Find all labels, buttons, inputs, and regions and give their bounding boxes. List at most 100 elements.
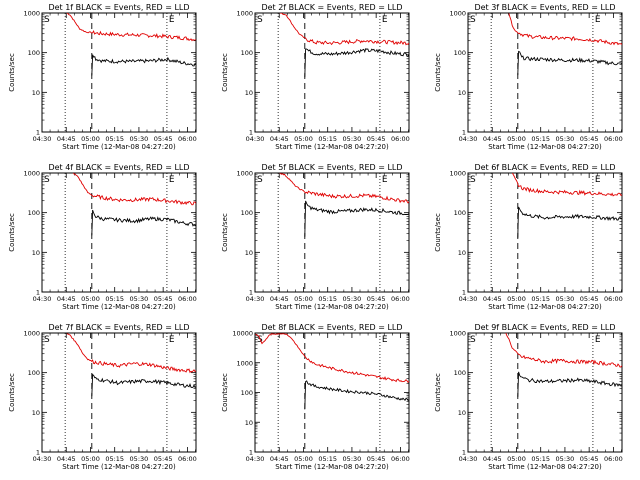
- x-tick-label: 04:30: [246, 135, 265, 143]
- panel-title: Det 4f BLACK = Events, RED = LLD: [48, 163, 189, 172]
- x-tick-label: 06:00: [604, 135, 623, 143]
- x-tick-label: 04:30: [246, 455, 265, 463]
- panel-6: Det 6f BLACK = Events, RED = LLD Counts/s…: [434, 163, 623, 311]
- x-tick-label: 05:30: [556, 455, 575, 463]
- y-tick-label: 1: [36, 129, 40, 137]
- panel-title: Det 7f BLACK = Events, RED = LLD: [48, 323, 189, 332]
- y-tick-label: 100: [454, 49, 466, 57]
- y-tick-label: 100: [28, 209, 40, 217]
- y-tick-label: 10: [245, 249, 253, 257]
- x-tick-label: 06:00: [604, 295, 623, 303]
- series-lld-line: [66, 333, 196, 374]
- plot-frame: [41, 172, 197, 293]
- end-marker: E: [382, 175, 388, 185]
- y-tick-label: 10000: [232, 330, 253, 338]
- x-tick-label: 05:15: [531, 455, 550, 463]
- y-tick-label: 1: [462, 449, 466, 457]
- x-tick-label: 05:30: [130, 295, 149, 303]
- x-tick-label: 05:45: [580, 295, 599, 303]
- x-tick-label: 05:45: [154, 455, 173, 463]
- panel-title: Det 9f BLACK = Events, RED = LLD: [474, 323, 615, 332]
- y-axis-label: Counts/sec: [8, 53, 16, 92]
- x-tick-label: 06:00: [391, 295, 410, 303]
- y-axis-label: Counts/sec: [8, 213, 16, 252]
- series-events-line: [517, 50, 622, 76]
- plot-frame: [467, 12, 623, 133]
- x-tick-label: 05:15: [318, 295, 337, 303]
- x-tick-label: 05:45: [367, 135, 386, 143]
- x-axis-label: Start Time (12-Mar-08 04:27:20): [488, 303, 602, 311]
- series-events-line: [304, 48, 409, 78]
- end-marker: E: [382, 15, 388, 25]
- y-axis-label: Counts/sec: [434, 213, 442, 252]
- panel-title: Det 5f BLACK = Events, RED = LLD: [261, 163, 402, 172]
- plot-frame: [41, 332, 197, 453]
- x-tick-label: 05:00: [507, 135, 526, 143]
- start-marker: S: [470, 335, 476, 345]
- y-tick-label: 1000: [236, 170, 253, 178]
- y-tick-label: 10: [245, 89, 253, 97]
- panel-5: Det 5f BLACK = Events, RED = LLD Counts/s…: [221, 163, 410, 311]
- x-tick-label: 04:30: [459, 455, 478, 463]
- end-marker: E: [595, 15, 601, 25]
- x-tick-label: 06:00: [391, 135, 410, 143]
- x-tick-label: 04:30: [459, 135, 478, 143]
- panel-9: Det 9f BLACK = Events, RED = LLD Counts/s…: [434, 323, 623, 471]
- panel-title: Det 6f BLACK = Events, RED = LLD: [474, 163, 615, 172]
- x-tick-label: 06:00: [178, 295, 197, 303]
- y-tick-label: 1: [249, 449, 253, 457]
- series-events-line: [91, 209, 196, 236]
- y-axis-label: Counts/sec: [221, 213, 229, 252]
- x-tick-label: 05:30: [556, 135, 575, 143]
- y-axis-label: Counts/sec: [8, 373, 16, 412]
- y-tick-label: 1: [249, 289, 253, 297]
- series-lld-line: [279, 13, 409, 46]
- x-tick-label: 06:00: [604, 455, 623, 463]
- x-tick-label: 05:00: [507, 455, 526, 463]
- x-tick-label: 04:30: [33, 135, 52, 143]
- x-tick-label: 05:15: [531, 295, 550, 303]
- end-marker: E: [595, 175, 601, 185]
- start-marker: S: [470, 175, 476, 185]
- plot-frame: [467, 172, 623, 293]
- series-events-line: [304, 380, 409, 410]
- x-tick-label: 05:00: [294, 455, 313, 463]
- x-tick-label: 05:45: [580, 135, 599, 143]
- y-tick-label: 10: [458, 249, 466, 257]
- y-tick-label: 1: [462, 129, 466, 137]
- series-events-line: [91, 373, 196, 397]
- x-axis-label: Start Time (12-Mar-08 04:27:20): [275, 303, 389, 311]
- y-axis-label: Counts/sec: [221, 373, 229, 412]
- y-tick-label: 10: [245, 419, 253, 427]
- x-tick-label: 05:15: [318, 455, 337, 463]
- x-tick-label: 05:30: [556, 295, 575, 303]
- y-tick-label: 1000: [23, 10, 40, 18]
- y-tick-label: 1: [36, 449, 40, 457]
- panel-title: Det 8f BLACK = Events, RED = LLD: [261, 323, 402, 332]
- x-tick-label: 04:45: [270, 455, 289, 463]
- series-lld-line: [508, 13, 622, 46]
- y-tick-label: 100: [241, 49, 253, 57]
- x-tick-label: 04:45: [483, 295, 502, 303]
- x-tick-label: 05:30: [343, 295, 362, 303]
- y-axis-label: Counts/sec: [434, 53, 442, 92]
- x-tick-label: 04:30: [459, 295, 478, 303]
- x-tick-label: 05:00: [81, 295, 100, 303]
- end-marker: E: [169, 15, 175, 25]
- y-tick-label: 10: [32, 89, 40, 97]
- panel-2: Det 2f BLACK = Events, RED = LLD Counts/s…: [221, 3, 410, 151]
- x-tick-label: 05:00: [81, 135, 100, 143]
- x-tick-label: 04:30: [33, 295, 52, 303]
- y-tick-label: 1000: [236, 359, 253, 367]
- y-tick-label: 1000: [449, 170, 466, 178]
- panel-8: Det 8f BLACK = Events, RED = LLD Counts/s…: [221, 323, 410, 471]
- y-tick-label: 1000: [23, 330, 40, 338]
- x-tick-label: 06:00: [178, 455, 197, 463]
- x-axis-label: Start Time (12-Mar-08 04:27:20): [275, 463, 389, 471]
- x-tick-label: 04:30: [246, 295, 265, 303]
- panel-title: Det 3f BLACK = Events, RED = LLD: [474, 3, 615, 12]
- series-lld-line: [255, 333, 409, 384]
- x-tick-label: 05:15: [105, 135, 124, 143]
- x-axis-label: Start Time (12-Mar-08 04:27:20): [488, 143, 602, 151]
- x-tick-label: 04:30: [33, 455, 52, 463]
